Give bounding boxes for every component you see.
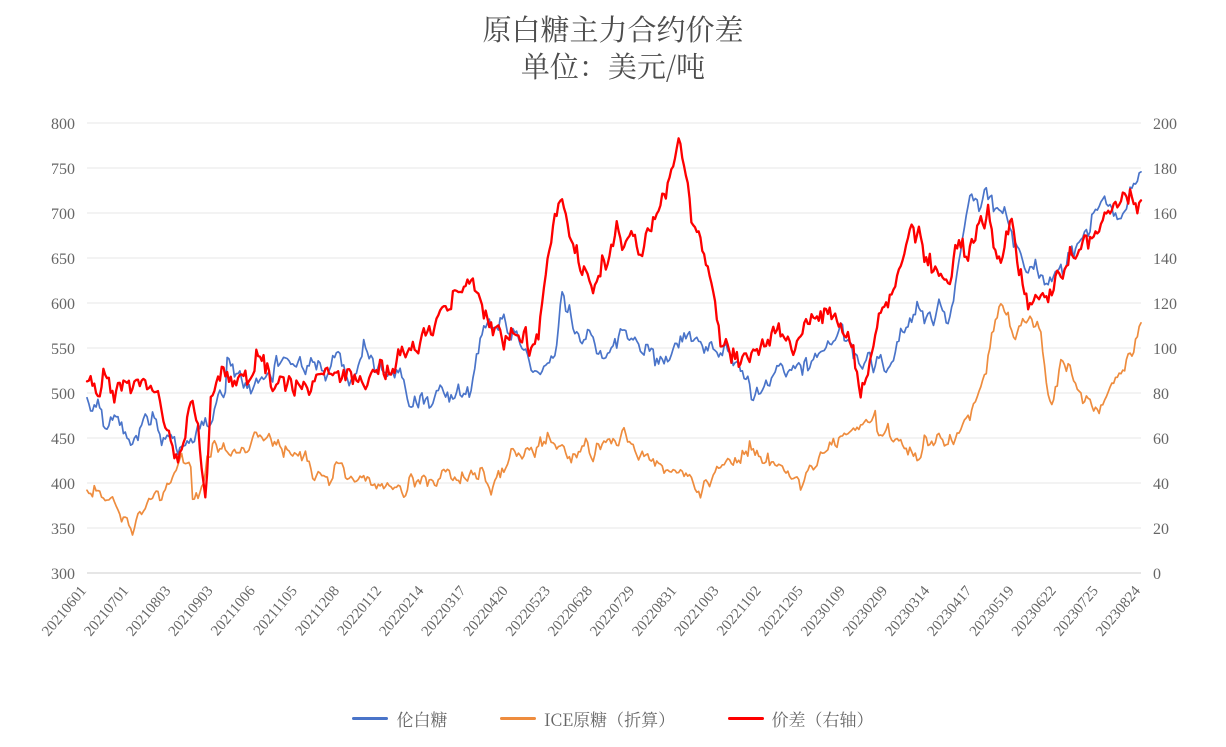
svg-text:700: 700 <box>51 206 75 223</box>
svg-text:140: 140 <box>1153 251 1177 268</box>
svg-text:650: 650 <box>51 251 75 268</box>
svg-text:160: 160 <box>1153 206 1177 223</box>
svg-text:20: 20 <box>1153 521 1169 538</box>
svg-text:400: 400 <box>51 476 75 493</box>
svg-text:200: 200 <box>1153 116 1177 133</box>
svg-text:180: 180 <box>1153 161 1177 178</box>
svg-text:20230824: 20230824 <box>1093 583 1144 640</box>
svg-text:500: 500 <box>51 386 75 403</box>
svg-text:750: 750 <box>51 161 75 178</box>
svg-text:100: 100 <box>1153 341 1177 358</box>
svg-text:80: 80 <box>1153 386 1169 403</box>
svg-text:0: 0 <box>1153 566 1161 583</box>
svg-text:20210903: 20210903 <box>166 583 217 639</box>
svg-text:350: 350 <box>51 521 75 538</box>
svg-text:450: 450 <box>51 431 75 448</box>
svg-text:600: 600 <box>51 296 75 313</box>
svg-text:20211006: 20211006 <box>208 583 259 639</box>
svg-text:40: 40 <box>1153 476 1169 493</box>
svg-text:550: 550 <box>51 341 75 358</box>
svg-text:120: 120 <box>1153 296 1177 313</box>
svg-text:800: 800 <box>51 116 75 133</box>
svg-text:300: 300 <box>51 566 75 583</box>
svg-text:20221003: 20221003 <box>672 583 723 639</box>
svg-text:20211208: 20211208 <box>293 583 343 639</box>
svg-text:60: 60 <box>1153 431 1169 448</box>
